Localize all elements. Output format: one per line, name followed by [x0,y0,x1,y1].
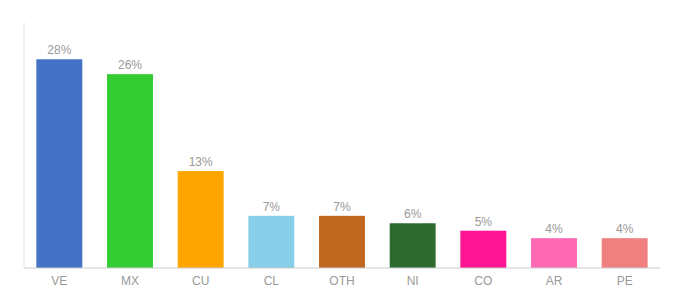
bar [36,59,82,268]
data-label: 28% [47,43,71,57]
x-tick-label: AR [546,274,563,288]
data-label: 5% [475,215,493,229]
chart: 28% 26% 13% 7% 7% 6% 5% 4% 4% VE MX CU CL OTH NI CO AR PE [0,0,680,300]
bar [319,216,365,268]
x-tick-label: OTH [329,274,354,288]
x-tick-label: NI [407,274,419,288]
data-label: 6% [404,207,422,221]
bar [390,223,436,268]
chart-container: 28% 26% 13% 7% 7% 6% 5% 4% 4% VE MX CU CL OTH NI CO AR PE [0,0,680,300]
bar [531,238,577,268]
bars [36,59,647,268]
x-tick-label: CO [474,274,492,288]
x-tick-label: VE [51,274,67,288]
data-label: 7% [333,200,351,214]
data-label: 7% [263,200,281,214]
y-axis-line [24,22,25,268]
x-tick-label: CL [264,274,280,288]
data-labels: 28% 26% 13% 7% 7% 6% 5% 4% 4% [47,43,633,236]
x-tick-label: PE [617,274,633,288]
x-tick-labels: VE MX CU CL OTH NI CO AR PE [51,274,632,288]
x-tick-label: MX [121,274,139,288]
bar [602,238,648,268]
bar [178,171,224,268]
x-tick-label: CU [192,274,209,288]
data-label: 13% [189,155,213,169]
data-label: 4% [545,222,563,236]
x-axis-line [24,268,660,269]
bar [248,216,294,268]
data-label: 4% [616,222,634,236]
bar [460,231,506,268]
bar [107,74,153,268]
data-label: 26% [118,58,142,72]
